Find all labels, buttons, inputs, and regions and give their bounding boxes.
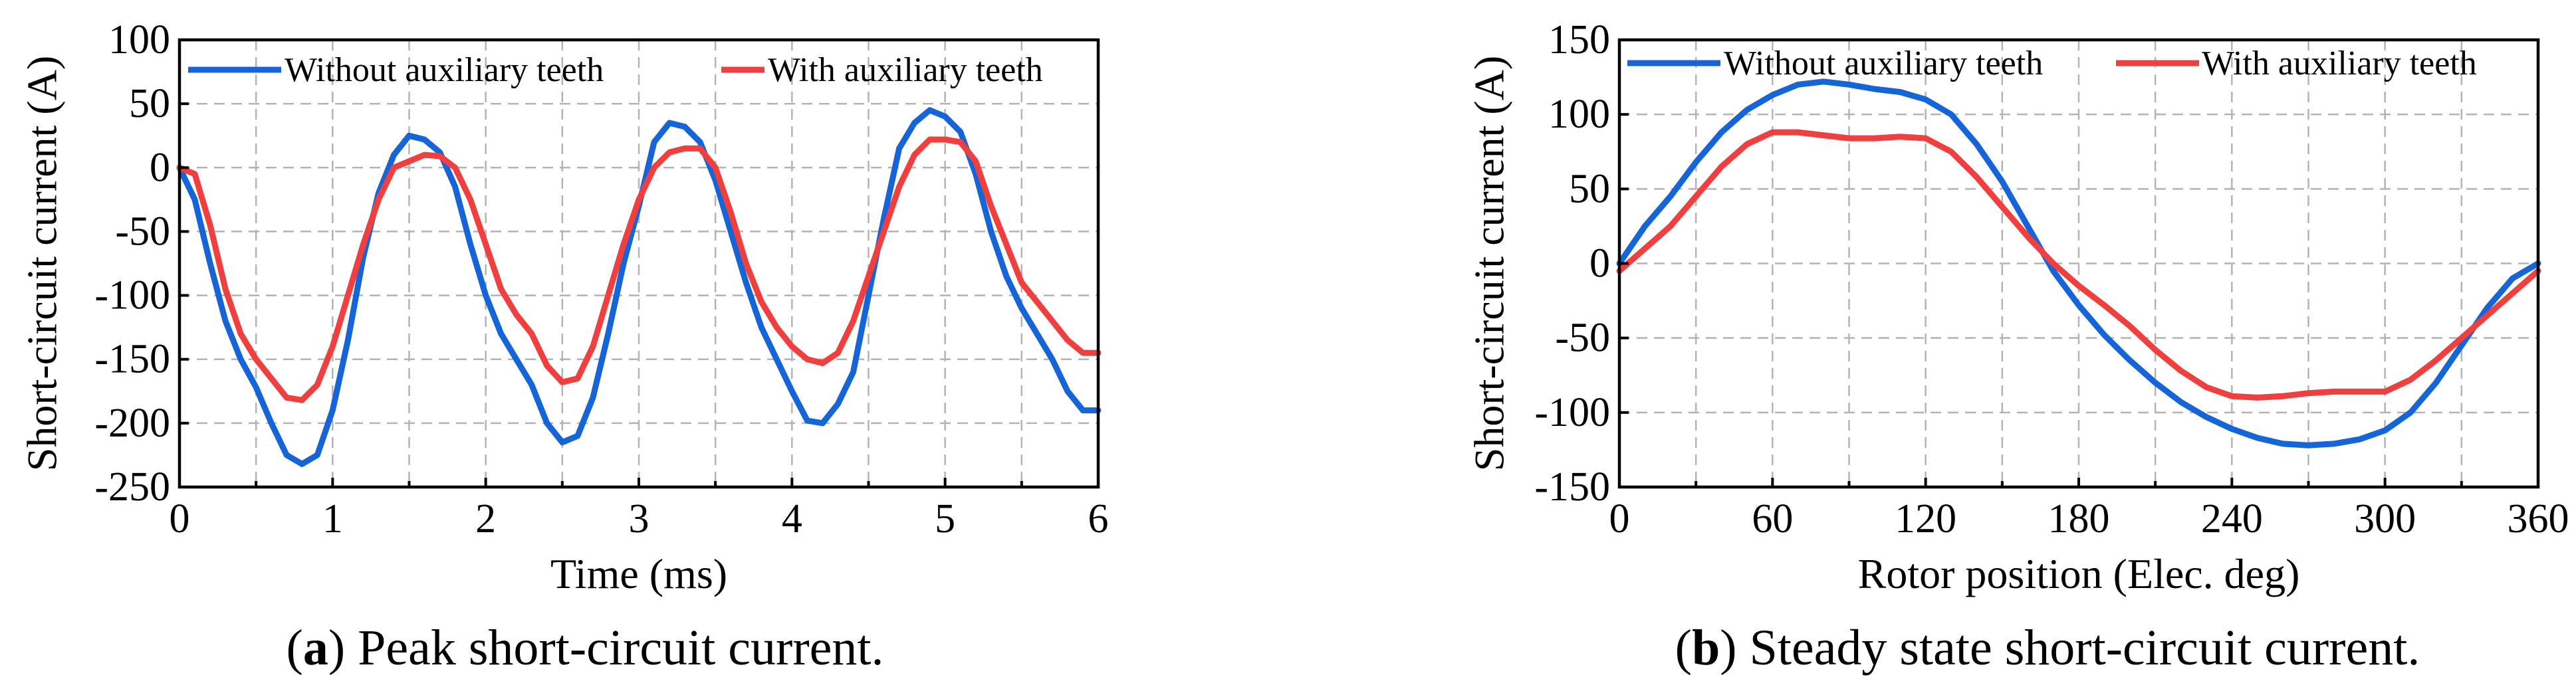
y-tick-label: 50 bbox=[1569, 166, 1610, 211]
y-tick-label: -150 bbox=[1534, 464, 1610, 510]
legend-label-without-aux-teeth: Without auxiliary teeth bbox=[1724, 45, 2043, 82]
y-tick-label: 0 bbox=[150, 145, 170, 190]
y-tick-label: -200 bbox=[94, 401, 170, 446]
x-tick-label: 2 bbox=[475, 496, 496, 542]
y-tick-label: 100 bbox=[108, 17, 170, 62]
x-tick-label: 3 bbox=[629, 496, 649, 542]
panel-caption: (b) Steady state short-circuit current. bbox=[1675, 620, 2420, 676]
y-tick-label: 100 bbox=[1548, 92, 1610, 137]
x-tick-label: 120 bbox=[1895, 496, 1956, 542]
caption-text: Peak short-circuit current. bbox=[358, 620, 883, 676]
legend-label-with-aux-teeth: With auxiliary teeth bbox=[2202, 45, 2477, 82]
series-line-without-aux-teeth bbox=[1616, 78, 2541, 448]
x-tick-label: 360 bbox=[2508, 496, 2569, 542]
chart-panel-a: 0 1 2 3 4 5 6 -250 -200 -150 -100 -50 0 50 100 Time (m… bbox=[19, 17, 1109, 676]
series-line-with-aux-teeth bbox=[1616, 129, 2541, 401]
y-tick-label: 50 bbox=[129, 81, 170, 126]
legend-label-with-aux-teeth: With auxiliary teeth bbox=[768, 51, 1043, 89]
y-tick-label: -100 bbox=[94, 273, 170, 318]
x-tick-label: 4 bbox=[782, 496, 802, 542]
chart-panel-b: 0 60 120 180 240 300 360 -150 -100 -50 0 50 100 150 R… bbox=[1466, 17, 2569, 676]
series-line-with-aux-teeth bbox=[176, 136, 1102, 403]
x-tick-label: 0 bbox=[170, 496, 190, 542]
x-tick-label: 60 bbox=[1752, 496, 1793, 542]
panel-label: b bbox=[1692, 620, 1720, 676]
x-tick-label: 240 bbox=[2201, 496, 2263, 542]
y-axis-label: Short-circuit current (A) bbox=[19, 56, 66, 472]
panel-caption: (a) Peak short-circuit current. bbox=[287, 620, 884, 676]
y-tick-label: -100 bbox=[1534, 390, 1610, 435]
y-tick-label: -150 bbox=[94, 337, 170, 382]
y-tick-label: -50 bbox=[1555, 316, 1610, 361]
x-axis-label: Time (ms) bbox=[550, 550, 727, 597]
y-tick-label: -50 bbox=[115, 209, 170, 254]
y-tick-label: 0 bbox=[1589, 241, 1610, 286]
x-tick-label: 5 bbox=[935, 496, 955, 542]
y-tick-label: 150 bbox=[1548, 17, 1610, 62]
x-axis-label: Rotor position (Elec. deg) bbox=[1858, 550, 2300, 597]
x-tick-label: 1 bbox=[322, 496, 343, 542]
panel-label: a bbox=[303, 620, 328, 676]
y-axis-label: Short-circuit current (A) bbox=[1466, 56, 1513, 472]
y-tick-label: -250 bbox=[94, 464, 170, 510]
x-tick-label: 180 bbox=[2048, 496, 2110, 542]
x-tick-label: 6 bbox=[1088, 496, 1109, 542]
legend-label-without-aux-teeth: Without auxiliary teeth bbox=[285, 51, 604, 89]
legend: Without auxiliary teeth With auxiliary t… bbox=[1627, 45, 2477, 82]
legend: Without auxiliary teeth With auxiliary t… bbox=[188, 51, 1043, 89]
x-tick-label: 300 bbox=[2354, 496, 2416, 542]
caption-text: Steady state short-circuit current. bbox=[1750, 620, 2420, 676]
x-tick-label: 0 bbox=[1609, 496, 1630, 542]
